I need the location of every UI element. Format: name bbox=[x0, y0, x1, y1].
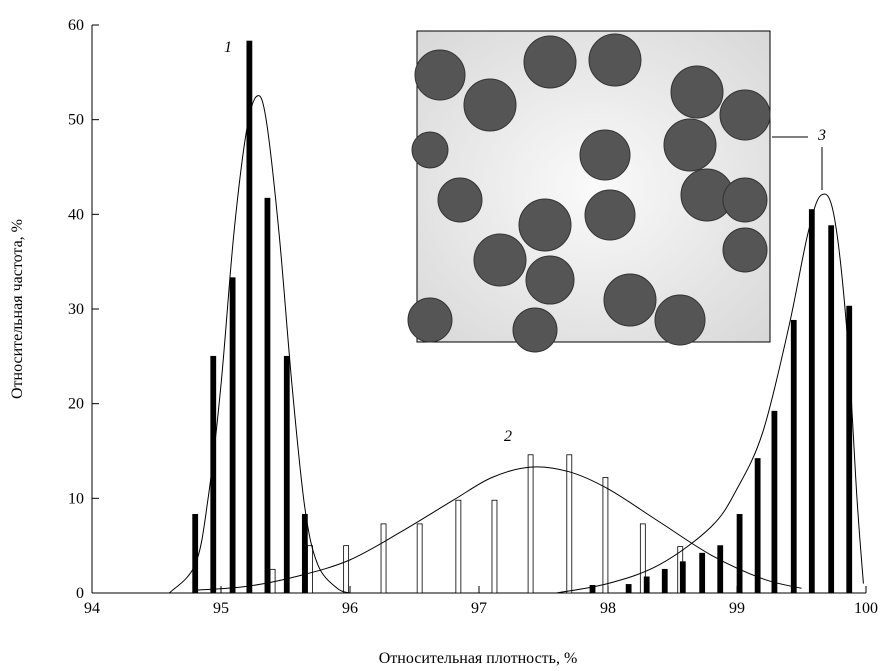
x-tick-label: 95 bbox=[213, 600, 229, 617]
bar bbox=[343, 545, 350, 594]
x-axis-label: Относительная плотность, % bbox=[379, 650, 578, 667]
x-tick-label: 99 bbox=[729, 600, 745, 617]
y-tick-label: 50 bbox=[68, 112, 84, 129]
y-tick-label: 10 bbox=[68, 490, 84, 507]
bar bbox=[679, 561, 686, 594]
bar bbox=[589, 585, 596, 594]
bar bbox=[699, 552, 706, 594]
bar bbox=[602, 477, 609, 594]
bar bbox=[527, 454, 534, 594]
bar bbox=[625, 584, 632, 594]
x-tick-label: 94 bbox=[84, 600, 100, 617]
annotation: 2 bbox=[504, 428, 512, 445]
bar bbox=[380, 523, 387, 594]
bar bbox=[566, 454, 573, 594]
bar bbox=[808, 209, 815, 594]
bar bbox=[229, 277, 236, 594]
bar bbox=[754, 458, 761, 594]
fit-curve bbox=[195, 466, 802, 591]
x-tick-label: 100 bbox=[854, 600, 878, 617]
bar bbox=[846, 305, 853, 594]
bar bbox=[264, 197, 271, 594]
bar bbox=[192, 514, 199, 594]
x-tick-label: 97 bbox=[471, 600, 487, 617]
bar bbox=[307, 545, 313, 594]
bar bbox=[301, 514, 308, 594]
bar bbox=[246, 40, 253, 594]
y-tick-label: 30 bbox=[68, 301, 84, 318]
inset-photo bbox=[407, 30, 771, 353]
bar bbox=[771, 410, 778, 594]
bar bbox=[416, 523, 423, 594]
bar bbox=[283, 355, 290, 594]
y-tick-label: 0 bbox=[76, 585, 84, 602]
bar bbox=[455, 499, 462, 594]
y-axis-label: Относительная частота, % bbox=[9, 219, 26, 399]
bar bbox=[491, 499, 498, 594]
bar bbox=[639, 523, 646, 594]
annotation: 3 bbox=[817, 127, 826, 144]
x-tick-label: 98 bbox=[600, 600, 616, 617]
y-tick-label: 60 bbox=[68, 17, 84, 34]
bar bbox=[790, 319, 797, 594]
bar bbox=[736, 514, 743, 594]
bar bbox=[828, 225, 835, 594]
fit-curve bbox=[556, 193, 864, 594]
bar bbox=[643, 576, 650, 594]
bar bbox=[661, 568, 668, 594]
x-tick-label: 96 bbox=[342, 600, 358, 617]
y-tick-label: 40 bbox=[68, 206, 84, 223]
fit-curve bbox=[169, 95, 351, 594]
annotation: 1 bbox=[224, 39, 232, 56]
y-tick-label: 20 bbox=[68, 396, 84, 413]
bar bbox=[717, 545, 724, 594]
